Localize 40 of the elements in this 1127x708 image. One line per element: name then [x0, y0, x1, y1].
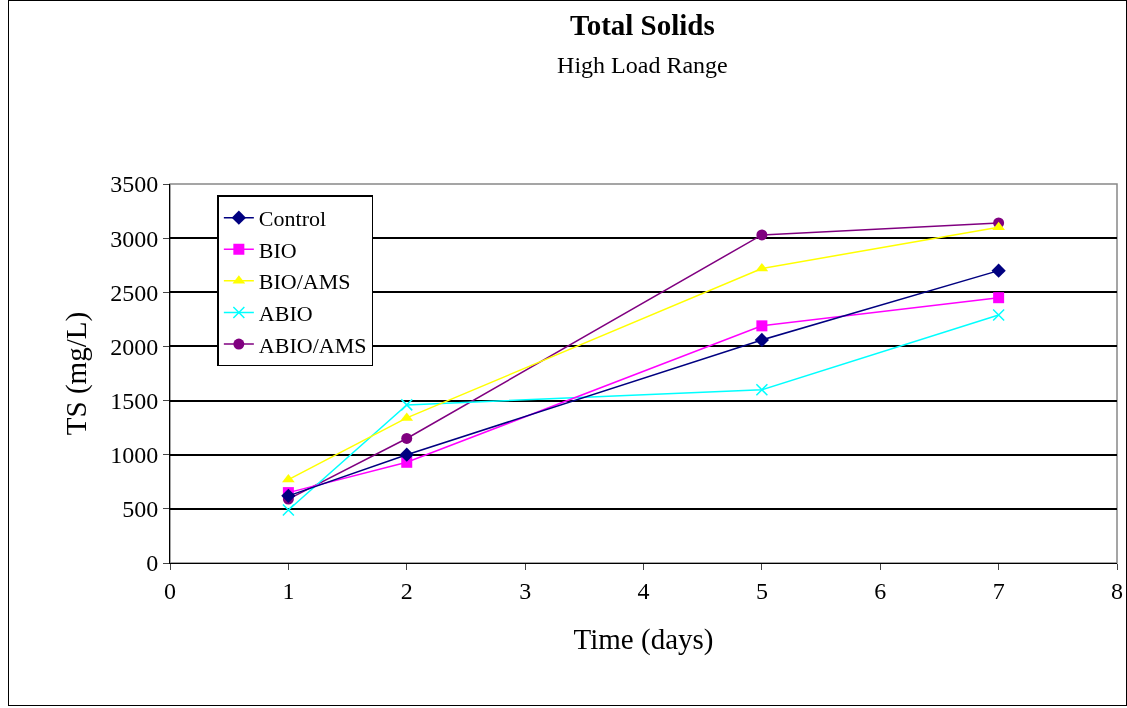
point — [399, 447, 414, 462]
y-tick-label: 3500 — [110, 171, 159, 198]
point — [992, 221, 1005, 231]
legend-label: ABIO/AMS — [258, 332, 367, 358]
x-tick-label: 4 — [637, 577, 650, 604]
y-tick-label: 3000 — [110, 225, 159, 252]
chart-title: Total Solids — [569, 9, 715, 42]
legend-label: ABIO — [258, 301, 313, 327]
x-tick-label: 3 — [519, 577, 532, 604]
point — [400, 398, 413, 412]
y-tick-label: 0 — [146, 550, 159, 577]
y-tick-label: 500 — [122, 496, 159, 523]
legend-label: BIO/AMS — [258, 269, 351, 295]
x-tick-label: 1 — [282, 577, 295, 604]
y-axis-title: TS (mg/L) — [59, 311, 93, 436]
x-tick-label: 0 — [164, 577, 176, 604]
point — [991, 263, 1006, 278]
point — [754, 332, 770, 348]
point — [756, 320, 768, 332]
y-tick-label: 1000 — [110, 442, 159, 469]
y-tick-label: 2000 — [110, 333, 159, 360]
x-tick-label: 2 — [400, 577, 413, 604]
point — [282, 503, 295, 517]
point — [992, 308, 1005, 322]
x-axis-title: Time (days) — [573, 622, 714, 656]
x-tick-label: 7 — [992, 577, 1005, 604]
legend-label: Control — [258, 206, 327, 232]
x-tick-label: 5 — [755, 577, 768, 604]
point — [756, 229, 768, 241]
point — [755, 383, 769, 396]
x-tick-label: 8 — [1111, 577, 1123, 604]
point — [401, 432, 413, 444]
legend-label: BIO — [258, 237, 297, 263]
point — [993, 292, 1005, 304]
x-tick-label: 6 — [874, 577, 887, 604]
chart-subtitle: High Load Range — [557, 52, 728, 79]
y-tick-label: 2500 — [110, 279, 159, 306]
point — [755, 262, 769, 272]
point — [281, 488, 296, 504]
y-tick-label: 1500 — [110, 387, 159, 414]
